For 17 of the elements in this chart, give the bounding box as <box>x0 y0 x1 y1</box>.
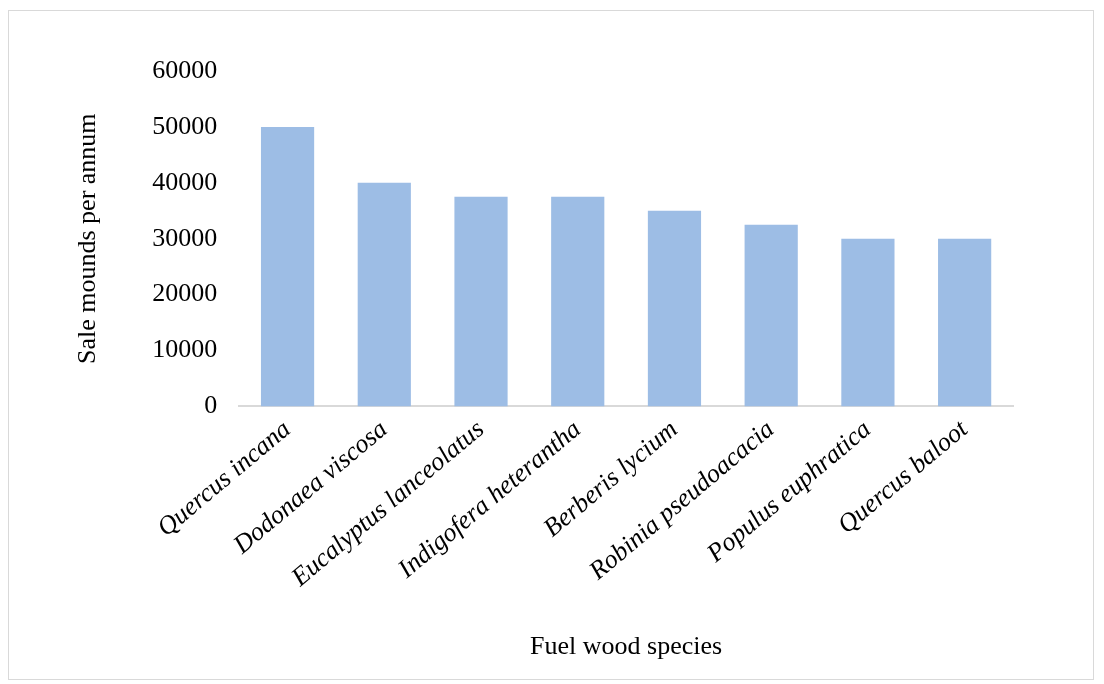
y-tick-label: 10000 <box>152 334 218 364</box>
y-tick-label: 20000 <box>152 278 218 308</box>
bar <box>647 210 702 407</box>
bar <box>357 182 411 407</box>
y-axis-title: Sale mounds per annum <box>72 113 102 364</box>
y-tick-label: 50000 <box>152 110 218 140</box>
y-tick-label: 40000 <box>152 166 218 196</box>
y-tick-label: 30000 <box>152 222 218 252</box>
bar <box>454 196 508 407</box>
bar <box>841 238 895 407</box>
x-axis-title: Fuel wood species <box>530 631 723 661</box>
y-tick-label: 60000 <box>152 54 218 84</box>
bar <box>551 196 605 407</box>
bar <box>744 224 798 407</box>
bar <box>260 126 315 407</box>
y-tick-label: 0 <box>204 390 218 420</box>
bar <box>938 238 992 407</box>
